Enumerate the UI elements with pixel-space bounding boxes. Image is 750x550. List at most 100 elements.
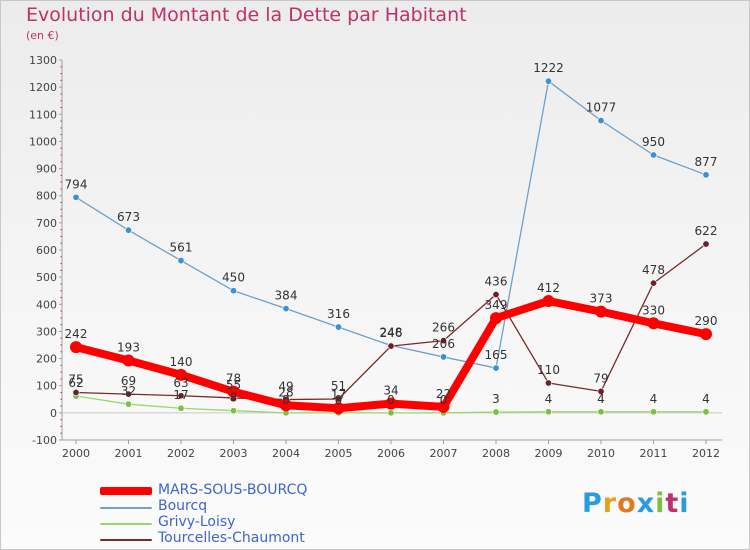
data-label: 17 — [331, 388, 346, 402]
data-point — [230, 287, 238, 295]
data-point — [492, 364, 500, 372]
data-label: 32 — [121, 384, 136, 398]
data-point — [125, 390, 133, 398]
logo-letter: P — [582, 488, 603, 519]
y-tick-label: 600 — [36, 244, 57, 257]
data-point — [177, 404, 185, 412]
data-point — [649, 408, 657, 416]
x-tick-label: 2009 — [535, 447, 563, 460]
data-label: 140 — [170, 355, 193, 369]
data-point — [647, 317, 660, 330]
data-label: 877 — [695, 155, 718, 169]
proxiti-logo: Proxiti — [582, 488, 690, 519]
data-label: 673 — [117, 210, 140, 224]
data-point — [227, 385, 240, 398]
x-tick-label: 2001 — [115, 447, 143, 460]
data-point — [334, 395, 342, 403]
data-label: 436 — [485, 275, 508, 289]
x-tick-label: 2012 — [692, 447, 720, 460]
data-label: 110 — [537, 363, 560, 377]
legend-swatch — [100, 539, 152, 541]
data-label: 79 — [593, 371, 608, 385]
data-point — [595, 305, 607, 318]
data-point — [282, 305, 290, 313]
legend-label: Tourcelles-Chaumont — [158, 530, 305, 546]
logo-letter: i — [655, 488, 666, 519]
y-tick-label: 100 — [36, 380, 57, 393]
data-label: 8 — [230, 391, 238, 405]
data-label: 0 — [282, 393, 290, 407]
data-point — [649, 151, 657, 159]
logo-letter: i — [679, 488, 690, 519]
x-tick-label: 2010 — [587, 447, 615, 460]
data-point — [544, 77, 552, 85]
data-label: 206 — [432, 337, 455, 351]
data-label: 78 — [226, 372, 241, 386]
data-point — [332, 402, 345, 415]
x-tick-label: 2003 — [220, 447, 248, 460]
y-tick-label: 300 — [36, 325, 57, 338]
data-label: 34 — [383, 384, 398, 398]
y-tick-label: -100 — [32, 434, 57, 447]
data-label: 22 — [436, 387, 451, 401]
x-tick-label: 2011 — [640, 447, 668, 460]
data-label: 290 — [695, 314, 718, 328]
data-point — [437, 400, 450, 413]
data-label: 242 — [65, 327, 88, 341]
data-point — [490, 312, 502, 325]
data-point — [280, 399, 292, 412]
data-label: 4 — [650, 392, 658, 406]
data-point — [387, 342, 395, 350]
data-label: 450 — [222, 271, 245, 285]
data-point — [492, 408, 500, 416]
data-point — [597, 117, 605, 125]
data-label: 0 — [335, 393, 343, 407]
data-label: 266 — [432, 321, 455, 335]
data-label: 0 — [387, 393, 395, 407]
logo-letter: t — [665, 488, 680, 519]
data-point — [700, 328, 712, 341]
data-point — [544, 379, 552, 387]
logo-letter: x — [636, 488, 656, 519]
legend-swatch — [100, 523, 152, 525]
chart-title: Evolution du Montant de la Dette par Hab… — [26, 4, 467, 26]
data-point — [492, 291, 500, 299]
data-label: 75 — [68, 373, 83, 387]
chart-subtitle: (en €) — [26, 29, 59, 42]
data-label: 349 — [485, 298, 508, 312]
data-point — [597, 408, 605, 416]
x-tick-label: 2008 — [482, 447, 510, 460]
data-point — [702, 171, 710, 179]
data-point — [334, 323, 342, 331]
data-point — [385, 397, 397, 410]
data-label: 0 — [440, 393, 448, 407]
data-label: 1222 — [533, 61, 564, 75]
legend-label: MARS-SOUS-BOURCQ — [158, 482, 308, 498]
legend-swatch — [100, 507, 152, 509]
legend-swatch — [100, 487, 152, 495]
data-point — [439, 337, 447, 345]
data-point — [649, 279, 657, 287]
data-point — [177, 257, 185, 265]
y-tick-label: 1200 — [29, 81, 57, 94]
x-tick-label: 2006 — [377, 447, 405, 460]
x-tick-label: 2000 — [62, 447, 90, 460]
data-point — [125, 400, 133, 408]
y-tick-label: 900 — [36, 163, 57, 176]
y-tick-label: 0 — [50, 407, 57, 420]
legend-label: Bourcq — [158, 498, 208, 514]
data-label: 412 — [537, 281, 560, 295]
data-label: 193 — [117, 340, 140, 354]
data-label: 561 — [170, 241, 193, 255]
data-label: 1077 — [586, 101, 617, 115]
y-tick-label: 500 — [36, 271, 57, 284]
data-label: 330 — [642, 303, 665, 317]
x-tick-label: 2004 — [272, 447, 300, 460]
y-tick-label: 400 — [36, 298, 57, 311]
data-label: 4 — [597, 392, 605, 406]
data-point — [72, 193, 80, 201]
data-label: 165 — [485, 348, 508, 362]
data-point — [702, 240, 710, 248]
